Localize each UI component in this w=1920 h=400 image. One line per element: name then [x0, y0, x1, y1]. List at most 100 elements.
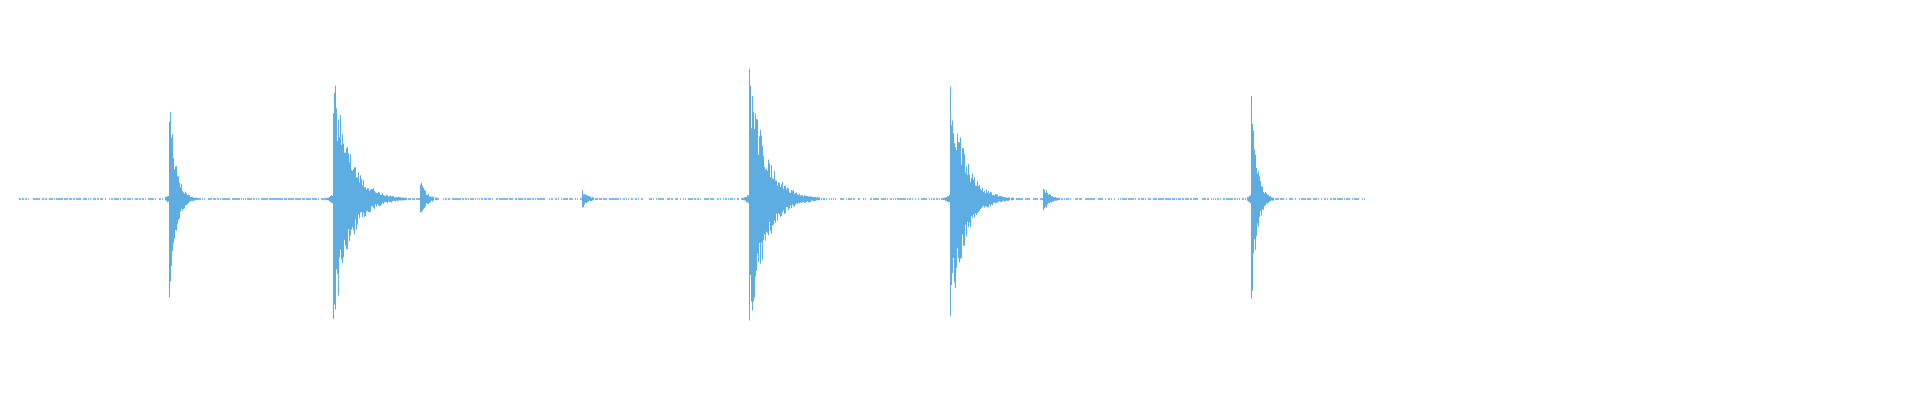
waveform-sample	[288, 198, 289, 200]
waveform-sample	[460, 198, 461, 200]
waveform-sample	[1223, 198, 1224, 200]
waveform-sample	[989, 193, 990, 205]
waveform-sample	[1070, 198, 1071, 200]
waveform-sample	[1094, 198, 1095, 200]
waveform-sample	[354, 167, 355, 235]
waveform-sample	[1040, 198, 1041, 200]
waveform-sample	[1339, 198, 1340, 200]
waveform-sample	[282, 198, 283, 200]
waveform-sample	[893, 198, 894, 200]
waveform-sample	[382, 193, 383, 203]
waveform-sample	[589, 196, 590, 201]
waveform-sample	[871, 198, 872, 200]
waveform-sample	[1295, 198, 1296, 200]
waveform-sample	[400, 197, 401, 201]
waveform-sample	[1340, 198, 1341, 200]
waveform-sample	[1338, 198, 1339, 200]
waveform-sample	[352, 170, 353, 228]
waveform-sample	[993, 194, 994, 203]
waveform-sample	[1286, 198, 1287, 200]
waveform-sample	[570, 198, 571, 200]
waveform-sample	[274, 198, 275, 200]
waveform-sample	[1006, 197, 1007, 201]
waveform-sample	[39, 198, 40, 200]
waveform-sample	[418, 198, 419, 200]
waveform-sample	[1259, 176, 1260, 218]
waveform-sample	[355, 167, 356, 220]
waveform-sample	[540, 198, 541, 200]
waveform-sample	[353, 169, 354, 231]
waveform-sample	[95, 198, 96, 200]
waveform-sample	[591, 197, 592, 201]
waveform-sample	[1092, 198, 1093, 200]
waveform-sample	[575, 198, 576, 200]
waveform-sample	[396, 197, 397, 201]
waveform-sample	[405, 198, 406, 201]
waveform-sample	[661, 198, 662, 200]
waveform-sample	[424, 189, 425, 209]
waveform-sample	[958, 142, 959, 259]
waveform-sample	[115, 198, 116, 200]
waveform-sample	[54, 198, 55, 200]
waveform-sample	[300, 198, 301, 200]
waveform-sample	[349, 162, 350, 241]
waveform-sample	[416, 198, 417, 200]
waveform-sample	[767, 170, 768, 233]
waveform-sample	[180, 187, 181, 212]
waveform-sample	[393, 196, 394, 201]
waveform-sample	[774, 171, 775, 221]
waveform-sample	[626, 198, 627, 200]
waveform-sample	[1224, 198, 1225, 200]
waveform-sample	[876, 198, 877, 200]
waveform-sample	[318, 198, 319, 200]
waveform-sample	[1131, 198, 1132, 200]
waveform-sample	[816, 197, 817, 201]
waveform-sample	[1190, 198, 1191, 200]
waveform-sample	[377, 193, 378, 204]
waveform-sample	[277, 198, 278, 200]
waveform-sample	[485, 198, 486, 200]
waveform-sample	[1242, 198, 1243, 200]
waveform-sample	[358, 172, 359, 215]
waveform-sample	[804, 195, 805, 203]
waveform-sample	[435, 197, 436, 200]
waveform-sample	[388, 196, 389, 202]
waveform-sample	[950, 86, 951, 316]
waveform-sample	[197, 197, 198, 200]
waveform-sample	[1307, 198, 1308, 200]
waveform-sample	[606, 198, 607, 200]
waveform-sample	[1161, 198, 1162, 200]
waveform-sample	[970, 181, 971, 228]
waveform-sample	[1017, 198, 1018, 200]
waveform-sample	[340, 115, 341, 250]
waveform-sample	[118, 198, 119, 200]
waveform-sample	[1034, 198, 1035, 200]
waveform-sample	[359, 182, 360, 219]
waveform-sample	[656, 198, 657, 200]
waveform-sample	[1354, 198, 1355, 200]
waveform-sample	[36, 198, 37, 200]
waveform-sample	[766, 168, 767, 232]
waveform-sample	[1088, 198, 1089, 200]
waveform-sample	[1057, 197, 1058, 201]
waveform-sample	[399, 197, 400, 201]
waveform-sample	[971, 177, 972, 216]
waveform-sample	[1260, 181, 1261, 211]
waveform-sample	[909, 198, 910, 200]
waveform-sample	[383, 195, 384, 204]
waveform-sample	[58, 198, 59, 200]
waveform-sample	[59, 198, 60, 200]
waveform-sample	[297, 198, 298, 200]
waveform-sample	[38, 198, 39, 200]
waveform-sample	[884, 198, 885, 200]
waveform-sample	[123, 198, 124, 200]
waveform-sample	[481, 198, 482, 200]
waveform-sample	[953, 133, 954, 258]
waveform-sample	[456, 198, 457, 200]
waveform-sample	[169, 121, 170, 298]
waveform-sample	[960, 137, 961, 259]
waveform-sample	[1013, 197, 1014, 200]
waveform-sample	[1183, 198, 1184, 200]
waveform-sample	[1155, 198, 1156, 200]
waveform-sample	[658, 198, 659, 200]
